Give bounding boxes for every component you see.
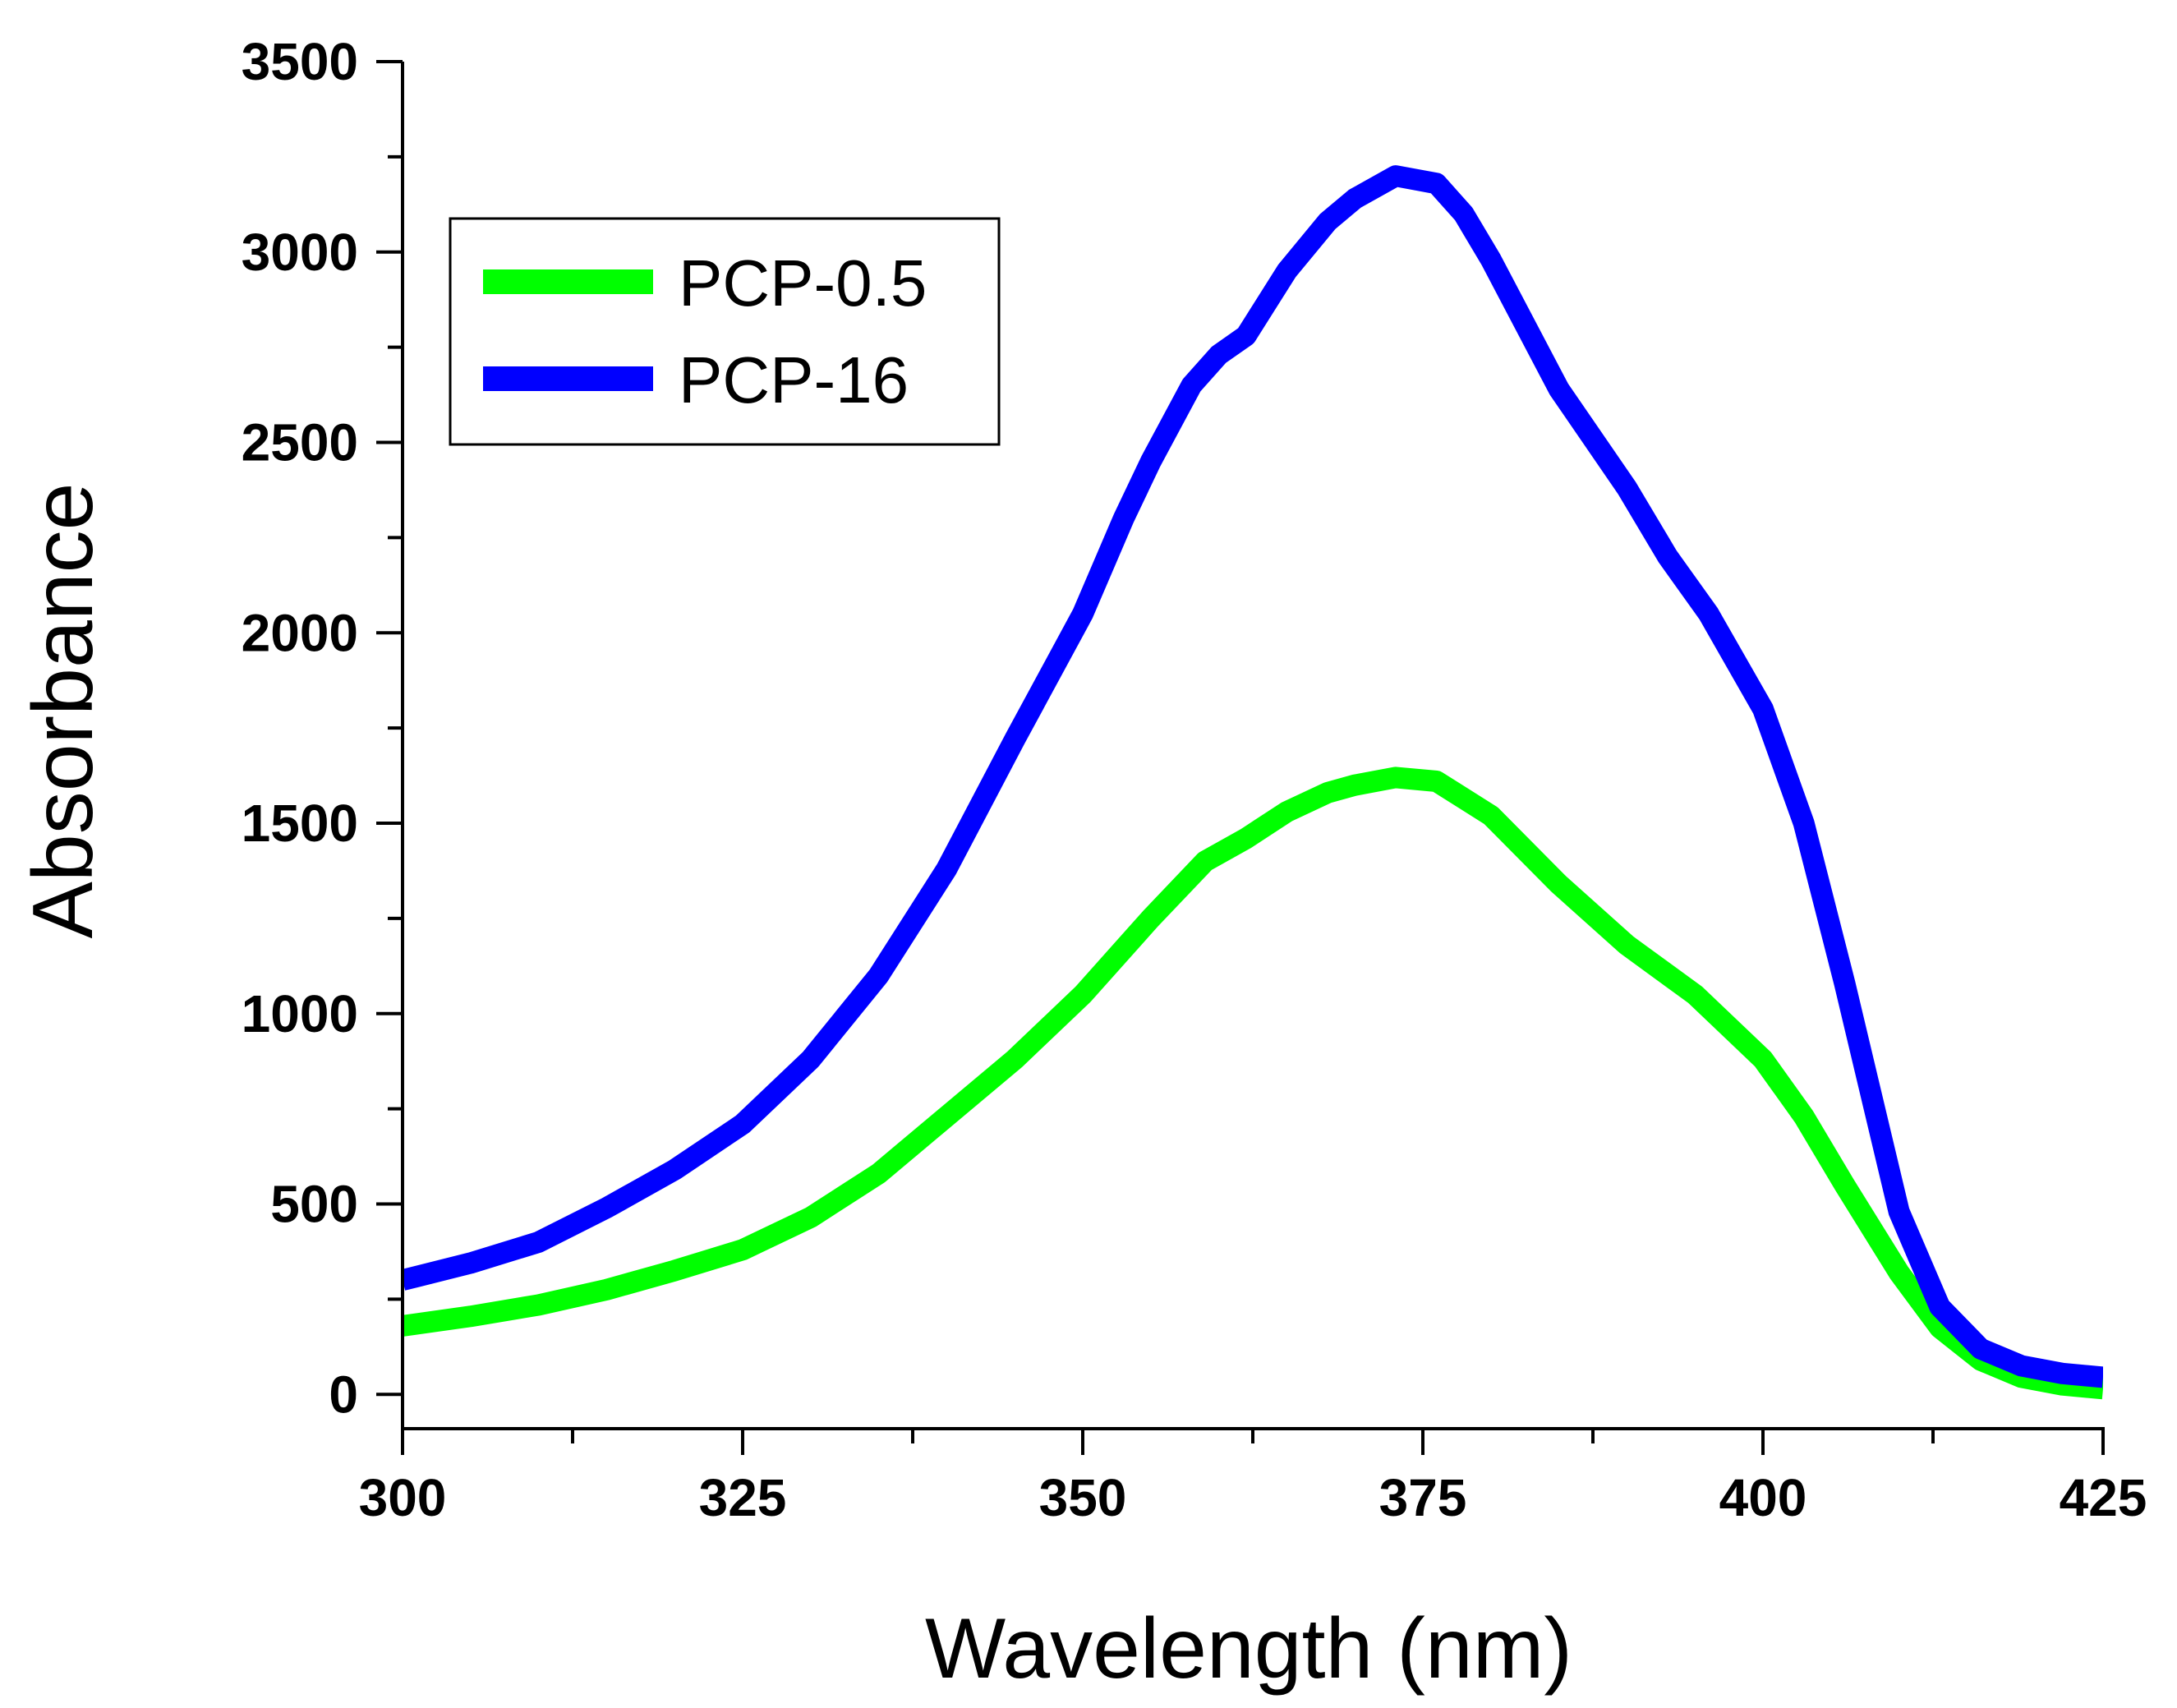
x-axis-title: Wavelength (nm) [925, 1601, 1572, 1696]
x-tick-label: 300 [359, 1468, 447, 1527]
x-tick-label: 375 [1379, 1468, 1467, 1527]
x-tick-label: 325 [699, 1468, 787, 1527]
y-tick-label: 2500 [242, 413, 358, 472]
ticks [376, 60, 2105, 1455]
y-axis-title: Absorbance [16, 482, 111, 938]
series-line-pcp-0-5 [404, 767, 2103, 1400]
legend: PCP-0.5 PCP-16 [449, 217, 1001, 446]
x-tick-label: 350 [1039, 1468, 1127, 1527]
tick-labels: 300 325 350 375 400 425 0 500 1000 1500 2000 2500 30… [242, 32, 2147, 1527]
y-tick-label: 1000 [242, 984, 358, 1043]
y-tick-label: 1500 [242, 794, 358, 853]
x-tick-label: 400 [1719, 1468, 1807, 1527]
legend-box [449, 217, 1001, 446]
y-tick-label: 3000 [242, 223, 358, 282]
y-tick-label: 500 [270, 1175, 358, 1234]
legend-label-pcp-16: PCP-16 [679, 343, 909, 417]
series-layer [404, 165, 2103, 1400]
legend-label-pcp-0-5: PCP-0.5 [679, 246, 927, 320]
x-tick-label: 425 [2060, 1468, 2147, 1527]
y-tick-label: 3500 [242, 32, 358, 91]
y-tick-label: 2000 [242, 603, 358, 662]
y-tick-label: 0 [329, 1365, 358, 1424]
series-line-pcp-16 [404, 165, 2103, 1388]
